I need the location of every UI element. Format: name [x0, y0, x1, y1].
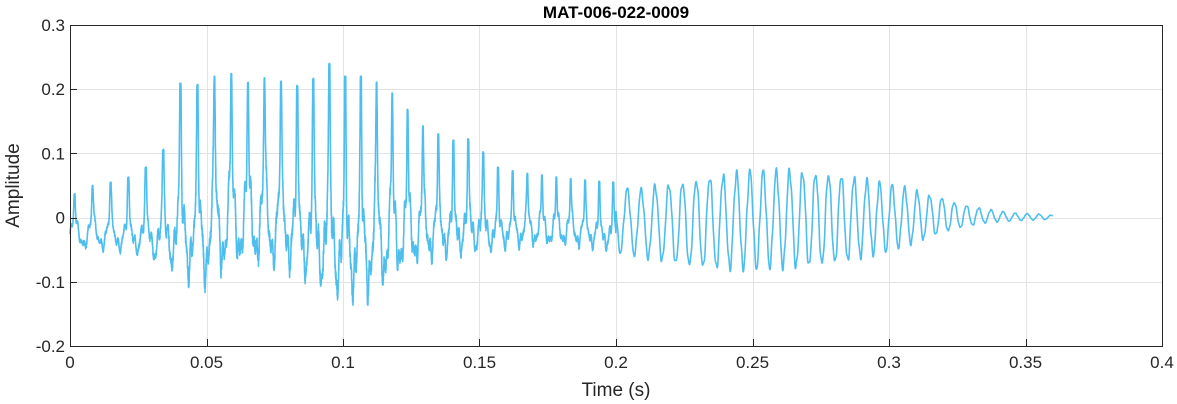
waveform-series-line [69, 62, 1054, 306]
y-tick-label: 0 [56, 209, 65, 228]
y-tick-label: 0.1 [41, 144, 65, 163]
x-tick-label: 0.05 [190, 353, 223, 372]
x-tick-label: 0.3 [877, 353, 901, 372]
y-tick-label: 0.2 [41, 80, 65, 99]
y-tick-label: -0.2 [36, 337, 65, 356]
y-axis-label: Amplitude [3, 143, 24, 228]
x-tick-label: 0.4 [1150, 353, 1174, 372]
x-axis-label: Time (s) [582, 380, 651, 401]
y-tick-label: 0.3 [41, 16, 65, 35]
chart-title: MAT-006-022-0009 [543, 3, 689, 22]
y-axis: -0.2 -0.1 0 0.1 0.2 0.3 [36, 16, 77, 356]
x-axis: 0 0.05 0.1 0.15 0.2 0.25 0.3 0.35 0.4 [65, 339, 1174, 372]
x-tick-label: 0.1 [331, 353, 355, 372]
x-tick-label: 0.15 [463, 353, 496, 372]
x-tick-label: 0.25 [736, 353, 769, 372]
x-tick-label: 0.2 [604, 353, 628, 372]
axes-box [70, 25, 1163, 347]
y-tick-label: -0.1 [36, 273, 65, 292]
x-tick-label: 0.35 [1009, 353, 1042, 372]
x-tick-label: 0 [65, 353, 74, 372]
plot-area [69, 25, 1163, 347]
